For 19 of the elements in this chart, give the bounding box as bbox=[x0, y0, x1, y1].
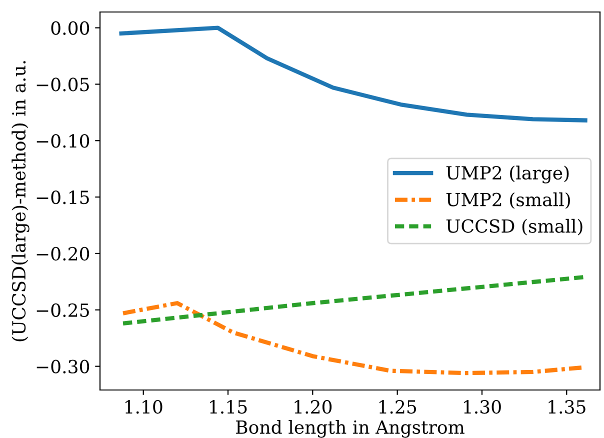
legend-label: UMP2 (large) bbox=[446, 166, 569, 184]
x-tick-label: 1.25 bbox=[379, 400, 416, 414]
x-tick-label: 1.20 bbox=[294, 400, 332, 414]
y-tick-label: −0.30 bbox=[36, 360, 90, 374]
x-tick-label: 1.10 bbox=[125, 400, 162, 414]
y-tick-label: −0.15 bbox=[36, 190, 89, 204]
y-tick-label: −0.05 bbox=[36, 78, 89, 92]
y-tick-label: −0.20 bbox=[36, 246, 90, 261]
x-tick-label: 1.30 bbox=[464, 400, 501, 414]
x-tick-label: 1.35 bbox=[548, 400, 586, 414]
y-axis-title: (UCCSD(large)-method) in a.u. bbox=[12, 61, 30, 342]
y-tick-label: −0.10 bbox=[36, 134, 90, 148]
y-tick-label: −0.25 bbox=[36, 303, 89, 318]
legend-label: UCCSD (small) bbox=[446, 218, 582, 236]
x-tick-label: 1.15 bbox=[210, 400, 247, 414]
x-axis-title: Bond length in Angstrom bbox=[236, 420, 464, 438]
y-tick-label: 0.00 bbox=[51, 21, 90, 35]
legend-label: UMP2 (small) bbox=[446, 192, 570, 209]
line-series bbox=[119, 26, 588, 122]
